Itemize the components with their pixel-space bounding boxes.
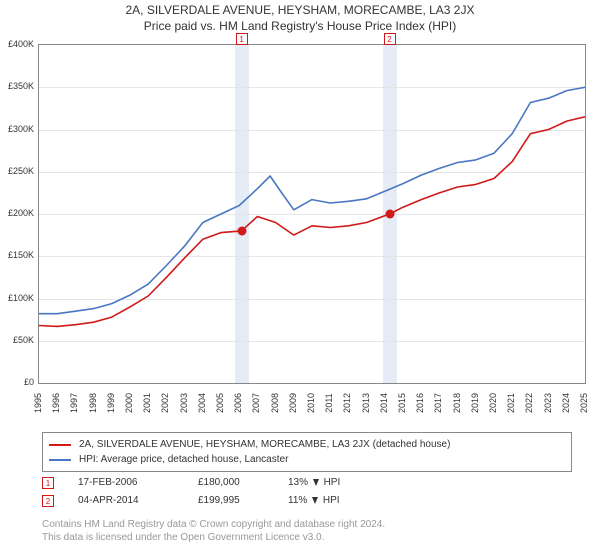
y-axis-tick-label: £50K [0, 335, 34, 345]
x-axis-tick-label: 2023 [543, 388, 553, 418]
x-axis-tick-label: 1998 [88, 388, 98, 418]
x-axis-tick-label: 2012 [342, 388, 352, 418]
x-axis-tick-label: 2011 [324, 388, 334, 418]
y-axis-tick-label: £150K [0, 250, 34, 260]
x-axis-tick-label: 1996 [51, 388, 61, 418]
x-axis-tick-label: 2021 [506, 388, 516, 418]
sale-change-vs-2: HPI [323, 495, 340, 506]
y-axis-tick-label: £100K [0, 293, 34, 303]
chart-subtitle: Price paid vs. HM Land Registry's House … [20, 19, 580, 33]
x-axis-tick-label: 1995 [33, 388, 43, 418]
x-axis-tick-label: 2003 [179, 388, 189, 418]
chart-legend: 2A, SILVERDALE AVENUE, HEYSHAM, MORECAMB… [42, 432, 572, 472]
x-axis-tick-label: 2013 [361, 388, 371, 418]
legend-label-hpi: HPI: Average price, detached house, Lanc… [79, 452, 288, 467]
legend-label-subject: 2A, SILVERDALE AVENUE, HEYSHAM, MORECAMB… [79, 437, 450, 452]
x-axis-tick-label: 2020 [488, 388, 498, 418]
legend-swatch-hpi [49, 459, 71, 461]
legend-item-hpi: HPI: Average price, detached house, Lanc… [49, 452, 565, 467]
x-axis-tick-label: 2019 [470, 388, 480, 418]
sale-price-2: £199,995 [198, 493, 288, 509]
x-axis-tick-label: 2009 [288, 388, 298, 418]
x-axis-tick-label: 2005 [215, 388, 225, 418]
plot-container: 12 £0£50K£100K£150K£200K£250K£300K£350K£… [38, 44, 586, 402]
chart-titles: 2A, SILVERDALE AVENUE, HEYSHAM, MORECAMB… [20, 0, 580, 33]
x-axis-tick-label: 2006 [233, 388, 243, 418]
event-marker-box: 1 [236, 33, 248, 45]
x-axis-tick-label: 1997 [69, 388, 79, 418]
x-axis-tick-label: 2002 [160, 388, 170, 418]
sale-change-pct-2: 11% [288, 495, 307, 506]
series-subject [39, 117, 585, 327]
sale-price-1: £180,000 [198, 475, 288, 491]
price-chart-card: 2A, SILVERDALE AVENUE, HEYSHAM, MORECAMB… [0, 0, 600, 560]
arrow-down-icon [313, 479, 319, 486]
x-axis-tick-label: 2025 [579, 388, 589, 418]
sale-dot [237, 226, 246, 235]
x-axis-tick-label: 2014 [379, 388, 389, 418]
series-hpi [39, 87, 585, 313]
y-axis-tick-label: £200K [0, 208, 34, 218]
sale-change-pct-1: 13% [288, 477, 308, 488]
sale-change-vs-1: HPI [324, 477, 341, 488]
attribution-line-1: Contains HM Land Registry data © Crown c… [42, 518, 385, 531]
sales-list: 1 17-FEB-2006 £180,000 13% HPI 2 04-APR-… [42, 474, 340, 510]
x-axis-tick-label: 2004 [197, 388, 207, 418]
sale-dot [385, 210, 394, 219]
sale-row-2: 2 04-APR-2014 £199,995 11% HPI [42, 492, 340, 510]
x-axis-tick-label: 2016 [415, 388, 425, 418]
x-axis-tick-label: 2000 [124, 388, 134, 418]
chart-title-address: 2A, SILVERDALE AVENUE, HEYSHAM, MORECAMB… [20, 3, 580, 17]
x-axis-tick-label: 2018 [452, 388, 462, 418]
attribution-text: Contains HM Land Registry data © Crown c… [42, 518, 385, 544]
y-axis-tick-label: £400K [0, 39, 34, 49]
sale-marker-2: 2 [42, 495, 54, 507]
legend-swatch-subject [49, 444, 71, 446]
x-axis-tick-label: 2015 [397, 388, 407, 418]
sale-marker-1: 1 [42, 477, 54, 489]
sale-change-1: 13% HPI [288, 475, 340, 491]
line-layer [39, 45, 585, 383]
y-axis-tick-label: £0 [0, 377, 34, 387]
sale-date-2: 04-APR-2014 [78, 493, 198, 509]
event-marker-box: 2 [384, 33, 396, 45]
y-axis-tick-label: £300K [0, 124, 34, 134]
x-axis-tick-label: 2007 [251, 388, 261, 418]
sale-change-2: 11% HPI [288, 493, 340, 509]
sale-row-1: 1 17-FEB-2006 £180,000 13% HPI [42, 474, 340, 492]
y-axis-tick-label: £250K [0, 166, 34, 176]
attribution-line-2: This data is licensed under the Open Gov… [42, 531, 385, 544]
x-axis-tick-label: 2001 [142, 388, 152, 418]
x-axis-tick-label: 1999 [106, 388, 116, 418]
x-axis-tick-label: 2008 [270, 388, 280, 418]
y-axis-tick-label: £350K [0, 81, 34, 91]
legend-item-subject: 2A, SILVERDALE AVENUE, HEYSHAM, MORECAMB… [49, 437, 565, 452]
x-axis-tick-label: 2010 [306, 388, 316, 418]
arrow-down-icon [312, 497, 318, 504]
plot-area: 12 [38, 44, 586, 384]
sale-date-1: 17-FEB-2006 [78, 475, 198, 491]
x-axis-tick-label: 2017 [433, 388, 443, 418]
x-axis-tick-label: 2022 [524, 388, 534, 418]
x-axis-tick-label: 2024 [561, 388, 571, 418]
